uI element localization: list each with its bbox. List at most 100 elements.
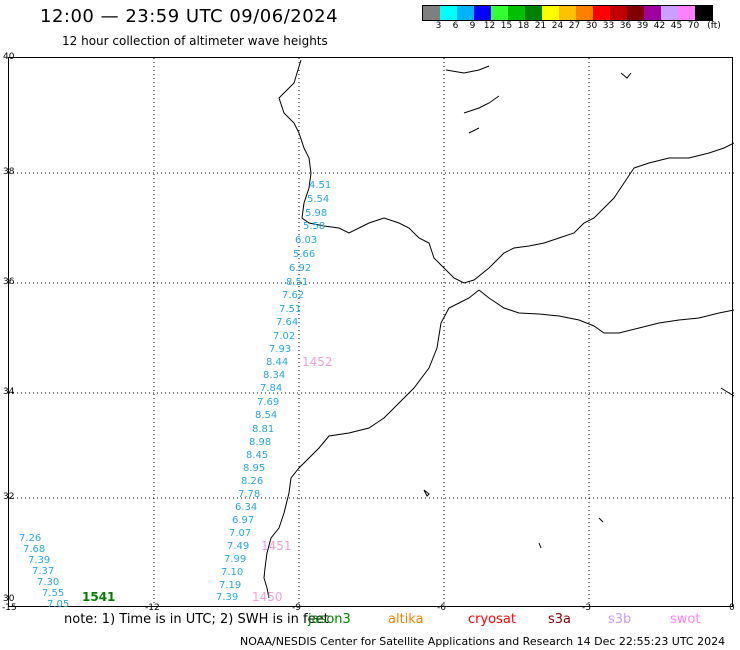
legend-swatch bbox=[491, 6, 508, 20]
swh-value: 8.34 bbox=[263, 370, 286, 381]
legend-swatch bbox=[627, 6, 644, 20]
legend-unit: (ft) bbox=[707, 21, 721, 31]
legend-swatch bbox=[661, 6, 678, 20]
lat-label-38: 38 bbox=[3, 167, 15, 177]
legend-swatch bbox=[576, 6, 593, 20]
swh-value: 6.92 bbox=[289, 263, 312, 274]
lat-label-34: 34 bbox=[3, 387, 15, 397]
legend-label: 3 bbox=[435, 21, 442, 31]
legend-label: 33 bbox=[602, 21, 615, 31]
swh-value: 8.81 bbox=[252, 424, 275, 435]
swh-value: 7.49 bbox=[227, 541, 250, 552]
pass-label: 1541 bbox=[82, 590, 116, 604]
satellite-key-swot: swot bbox=[670, 612, 701, 627]
swh-value: 7.07 bbox=[229, 528, 252, 539]
legend-swatch bbox=[525, 6, 542, 20]
legend-swatch bbox=[593, 6, 610, 20]
swh-value: 7.05 bbox=[47, 599, 70, 610]
legend-swatch bbox=[695, 6, 712, 20]
lat-label-36: 36 bbox=[3, 277, 15, 287]
legend-label: 9 bbox=[469, 21, 476, 31]
lon-label-0: 0 bbox=[729, 603, 735, 613]
swh-value: 7.39 bbox=[216, 592, 239, 603]
swh-value: 7.93 bbox=[269, 344, 292, 355]
footer-note: note: 1) Time is in UTC; 2) SWH is in fe… bbox=[64, 612, 329, 627]
satellite-key-s3a: s3a bbox=[548, 612, 572, 627]
swh-value: 7.37 bbox=[32, 566, 55, 577]
swh-value: 7.19 bbox=[219, 580, 242, 591]
swh-value: 7.10 bbox=[221, 567, 244, 578]
swh-value: 5.58 bbox=[303, 221, 326, 232]
swh-value: 8.98 bbox=[249, 437, 272, 448]
swh-value: 7.68 bbox=[23, 544, 46, 555]
swh-value: 7.78 bbox=[238, 489, 261, 500]
lat-label-40: 40 bbox=[3, 52, 15, 62]
legend-swatch bbox=[678, 6, 695, 20]
legend-swatch bbox=[440, 6, 457, 20]
satellite-key-s3b: s3b bbox=[608, 612, 632, 627]
swh-value: 7.30 bbox=[37, 577, 60, 588]
swh-value: 6.03 bbox=[295, 235, 318, 246]
lat-label-32: 32 bbox=[3, 492, 15, 502]
legend-label: 12 bbox=[483, 21, 496, 31]
pass-label: 1452 bbox=[302, 355, 333, 369]
legend-label: 15 bbox=[500, 21, 513, 31]
color-legend bbox=[422, 5, 713, 21]
swh-value: 5.98 bbox=[305, 208, 328, 219]
swh-value: 8.51 bbox=[286, 277, 309, 288]
legend-swatch bbox=[542, 6, 559, 20]
legend-label: 36 bbox=[619, 21, 632, 31]
credit-footer: NOAA/NESDIS Center for Satellite Applica… bbox=[240, 635, 726, 648]
satellite-key-jason3: jason3 bbox=[308, 612, 351, 627]
legend-label: 18 bbox=[517, 21, 530, 31]
swh-value: 6.97 bbox=[232, 515, 255, 526]
legend-label: 39 bbox=[636, 21, 649, 31]
lon-label-m15: -15 bbox=[2, 603, 17, 613]
legend-swatch bbox=[474, 6, 491, 20]
map-svg bbox=[9, 58, 735, 608]
swh-value: 5.54 bbox=[307, 194, 330, 205]
swh-value: 7.99 bbox=[224, 554, 247, 565]
swh-value: 7.51 bbox=[279, 304, 302, 315]
coastline bbox=[263, 59, 735, 599]
swh-value: 8.95 bbox=[243, 463, 266, 474]
satellite-key-cryosat: cryosat bbox=[468, 612, 516, 627]
swh-value: 8.45 bbox=[246, 450, 269, 461]
swh-value: 4.51 bbox=[309, 180, 332, 191]
swh-value: 8.44 bbox=[266, 357, 289, 368]
map-title: 12:00 — 23:59 UTC 09/06/2024 bbox=[40, 6, 339, 27]
swh-value: 7.39 bbox=[28, 555, 51, 566]
legend-label: 21 bbox=[534, 21, 547, 31]
legend-swatch bbox=[423, 6, 440, 20]
lon-label-m12: -12 bbox=[145, 603, 160, 613]
legend-swatch bbox=[508, 6, 525, 20]
pass-label: 1451 bbox=[261, 539, 292, 553]
lon-label-m3: -3 bbox=[582, 603, 591, 613]
legend-label: 6 bbox=[452, 21, 459, 31]
swh-value: 7.84 bbox=[260, 383, 283, 394]
swh-value: 7.55 bbox=[42, 588, 65, 599]
legend-swatch bbox=[457, 6, 474, 20]
lon-label-m9: -9 bbox=[292, 603, 301, 613]
swh-value: 7.26 bbox=[19, 533, 42, 544]
graticule bbox=[9, 58, 734, 608]
lat-label-30: 30 bbox=[3, 594, 15, 604]
lon-label-m6: -6 bbox=[437, 603, 446, 613]
swh-value: 5.66 bbox=[293, 249, 316, 260]
satellite-key-altika: altika bbox=[388, 612, 424, 627]
legend-swatch bbox=[644, 6, 661, 20]
swh-value: 6.34 bbox=[235, 502, 258, 513]
map-area: 40 38 36 34 32 30 -15 -12 -9 -6 -3 0 4.5… bbox=[2, 52, 735, 613]
swh-value: 7.62 bbox=[282, 290, 305, 301]
legend-swatch bbox=[559, 6, 576, 20]
legend-swatch bbox=[610, 6, 627, 20]
legend-label: 27 bbox=[568, 21, 581, 31]
swh-value: 7.64 bbox=[276, 317, 299, 328]
map-subtitle: 12 hour collection of altimeter wave hei… bbox=[62, 34, 328, 48]
swh-value: 8.26 bbox=[241, 476, 264, 487]
legend-label: 70 bbox=[687, 21, 700, 31]
swh-value: 7.02 bbox=[273, 331, 296, 342]
swh-value: 7.69 bbox=[257, 397, 280, 408]
pass-label: 1450 bbox=[252, 590, 283, 604]
legend-label: 30 bbox=[585, 21, 598, 31]
